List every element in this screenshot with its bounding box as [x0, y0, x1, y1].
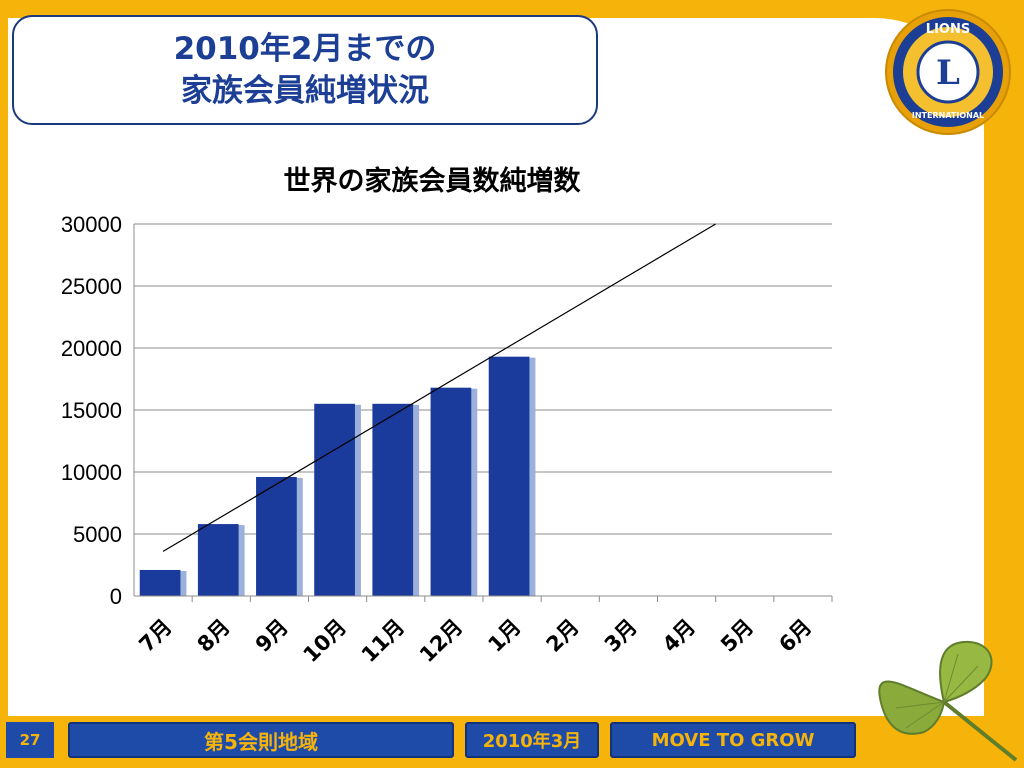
right-frame-band: [984, 0, 1024, 768]
x-tick-label: 2月: [542, 615, 584, 657]
district-label: 第5会則地域: [68, 722, 454, 758]
page-number: 27: [6, 722, 54, 758]
lions-logo: L LIONS INTERNATIONAL: [885, 9, 1011, 135]
logo-top-text: LIONS: [926, 22, 970, 37]
bar: [314, 403, 355, 596]
trend-line: [162, 223, 716, 552]
x-tick-label: 4月: [658, 615, 700, 657]
y-tick-label: 5000: [73, 522, 122, 547]
chart-title: 世界の家族会員数純増数: [284, 165, 582, 197]
y-tick-label: 20000: [61, 336, 122, 361]
bar: [488, 356, 530, 596]
x-tick-label: 9月: [251, 615, 293, 657]
x-tick-label: 10月: [299, 615, 351, 667]
logo-letter: L: [936, 53, 960, 93]
bar: [256, 476, 297, 596]
y-tick-label: 10000: [61, 460, 122, 485]
date-label: 2010年3月: [465, 722, 599, 758]
x-tick-label: 7月: [134, 615, 176, 657]
net-increase-chart: 世界の家族会員数純増数 0 5000 10000 15000 20000 25000 300…: [61, 165, 833, 667]
logo-bottom-text: INTERNATIONAL: [912, 111, 984, 120]
slide-title-line2: 家族会員純増状況: [181, 73, 429, 109]
x-tick-label: 6月: [774, 615, 816, 657]
x-tick-label: 1月: [483, 615, 525, 657]
bar: [139, 569, 181, 596]
x-tick-label: 8月: [193, 615, 235, 657]
slide-title-box: 2010年2月までの 家族会員純増状況: [12, 15, 598, 125]
y-tick-label: 30000: [61, 212, 122, 237]
y-tick-label: 15000: [61, 398, 122, 423]
y-tick-label: 0: [110, 584, 122, 609]
x-tick-label: 5月: [716, 615, 758, 657]
x-tick-label: 11月: [357, 615, 409, 667]
ginkgo-leaf-icon: [878, 640, 1018, 762]
bar: [430, 387, 472, 596]
president-title: 国際会長: [672, 50, 716, 63]
y-tick-label: 25000: [61, 274, 122, 299]
bar: [197, 524, 239, 596]
x-tick-label: 3月: [600, 615, 642, 657]
slide-title-line1: 2010年2月までの: [173, 31, 437, 67]
left-frame-band: [0, 0, 8, 768]
slogan-label: MOVE TO GROW: [610, 722, 856, 758]
bar: [372, 403, 414, 596]
x-tick-label: 12月: [415, 615, 467, 667]
president-name: エバハルト J. ヴィルフス: [672, 27, 867, 47]
